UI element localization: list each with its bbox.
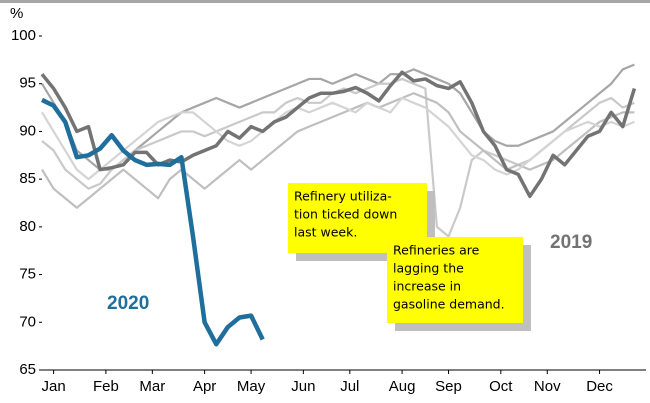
series-line xyxy=(40,70,637,199)
y-tick-label: 90 xyxy=(19,122,36,139)
x-tick-label: Jul xyxy=(340,378,359,395)
y-tick-label: 100 xyxy=(11,27,36,44)
top-rule xyxy=(0,0,650,3)
note-box xyxy=(387,237,523,323)
series-line xyxy=(41,63,635,171)
y-axis-label: % xyxy=(10,5,23,22)
note-text: last week. xyxy=(294,225,357,240)
note-text: Refinery utiliza- xyxy=(294,189,392,204)
y-tick-label: 70 xyxy=(19,313,36,330)
plot xyxy=(40,63,637,347)
note-text: tion ticked down xyxy=(294,207,397,222)
x-tick-label: Jun xyxy=(291,378,315,395)
x-tick-label: Dec xyxy=(586,378,613,395)
note-text: lagging the xyxy=(393,261,464,276)
series-line xyxy=(41,92,635,209)
x-tick-label: Aug xyxy=(389,378,416,395)
x-tick-label: Oct xyxy=(489,378,513,395)
y-tick-label: 75 xyxy=(19,266,36,283)
series-line xyxy=(41,97,265,347)
x-tick-label: Feb xyxy=(93,378,119,395)
series-label: 2019 xyxy=(550,232,592,253)
x-tick-label: Sep xyxy=(435,378,462,395)
series-label: 2020 xyxy=(107,293,149,314)
y-tick-label: 80 xyxy=(19,218,36,235)
note-text: Refineries are xyxy=(393,243,480,258)
series-line xyxy=(41,96,635,181)
x-tick-label: May xyxy=(237,378,266,395)
y-tick-label: 85 xyxy=(19,170,36,187)
x-tick-label: Mar xyxy=(139,378,165,395)
y-tick-label: 95 xyxy=(19,75,36,92)
note-text: gasoline demand. xyxy=(393,297,505,312)
y-tick-label: 65 xyxy=(19,361,36,378)
x-tick-label: Nov xyxy=(534,378,561,395)
note-text: increase in xyxy=(393,279,461,294)
x-tick-label: Jan xyxy=(42,378,66,395)
x-tick-label: Apr xyxy=(193,378,216,395)
